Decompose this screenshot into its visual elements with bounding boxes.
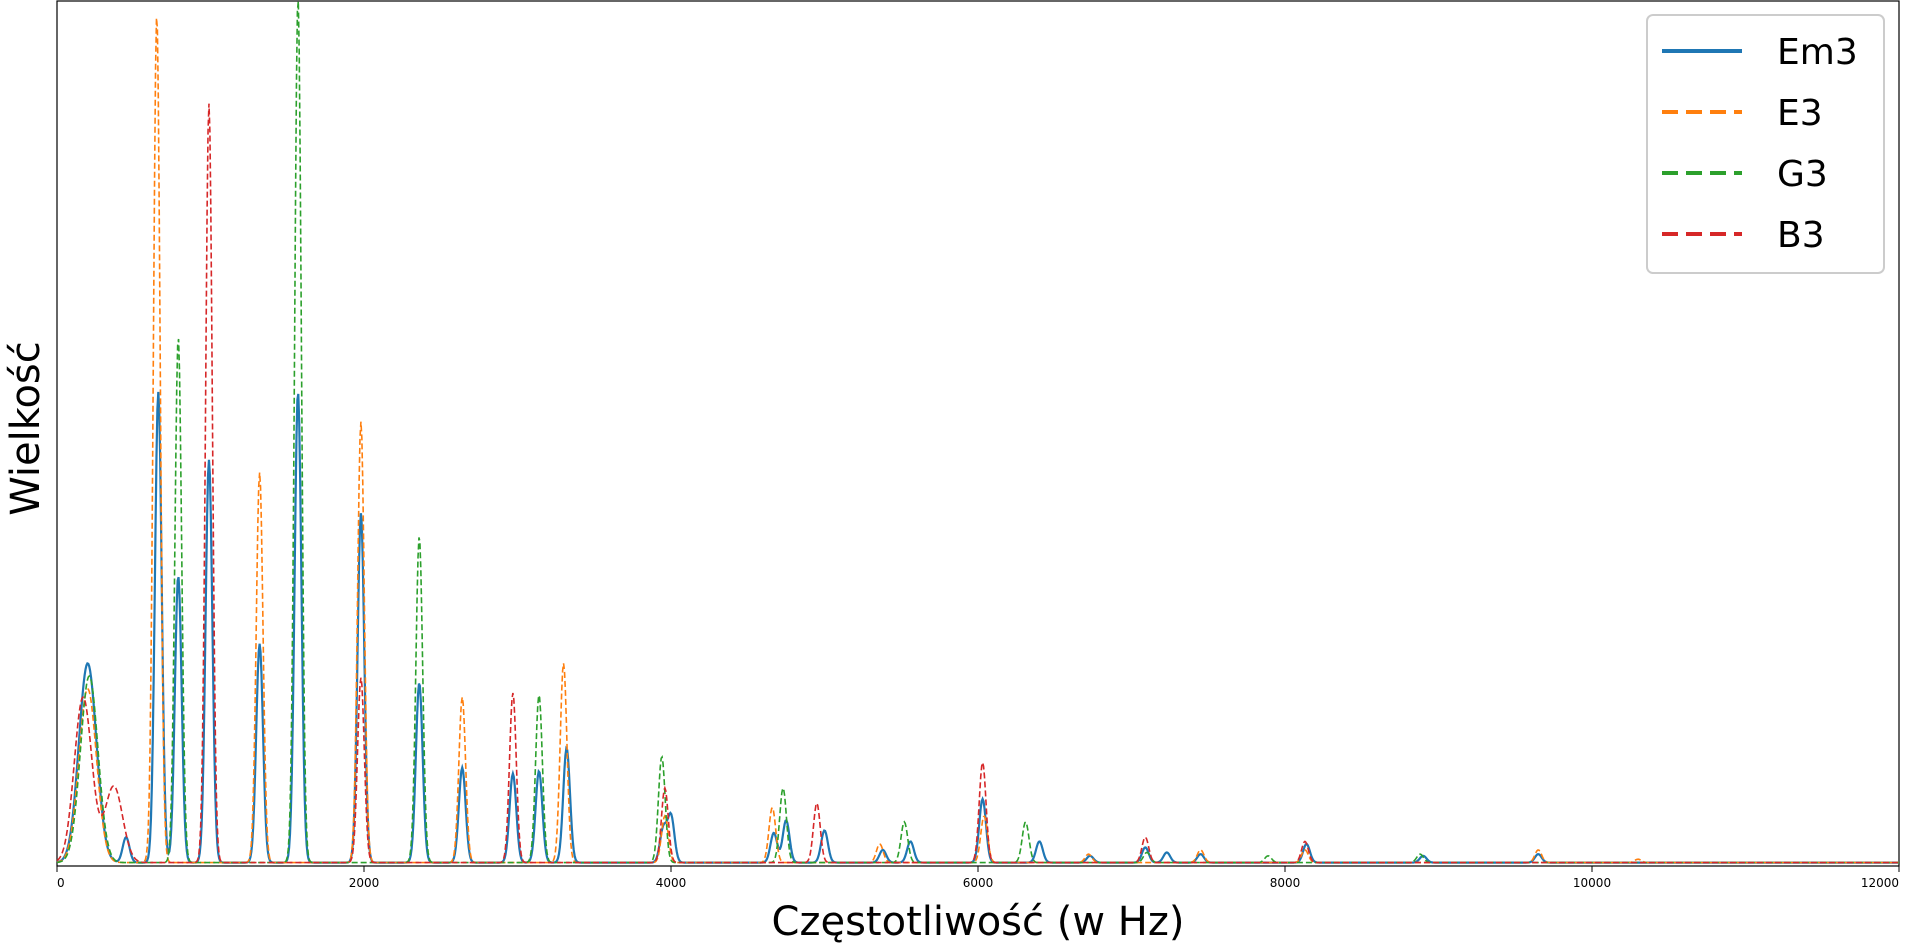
x-ticks: 0 2000 4000 6000 8000 10000 12000 <box>56 866 1900 890</box>
plot-frame <box>56 0 1900 867</box>
series-layer <box>56 1 1899 864</box>
legend-box <box>1646 14 1885 274</box>
legend-label-e3: E3 <box>1777 93 1823 134</box>
series-line-em3 <box>56 391 1899 864</box>
series-line-e3 <box>56 17 1899 864</box>
legend-label-em3: Em3 <box>1777 32 1858 73</box>
series-line-g3 <box>56 1 1899 864</box>
x-axis-label: Częstotliwość (w Hz) <box>772 899 1185 943</box>
y-axis-label: Wielkość <box>3 341 49 516</box>
x-tick-label: 6000 <box>963 876 994 890</box>
x-tick-label: 10000 <box>1573 876 1611 890</box>
legend-label-b3: B3 <box>1777 215 1825 256</box>
x-tick-label: 0 <box>57 876 65 890</box>
series-line-b3 <box>56 103 1899 864</box>
x-tick-label: 12000 <box>1861 876 1899 890</box>
x-tick-label: 4000 <box>656 876 687 890</box>
plot-area <box>56 0 1900 867</box>
legend: Em3 E3 G3 B3 <box>1646 14 1885 274</box>
x-tick-label: 8000 <box>1270 876 1301 890</box>
legend-label-g3: G3 <box>1777 154 1828 195</box>
x-tick-label: 2000 <box>349 876 380 890</box>
